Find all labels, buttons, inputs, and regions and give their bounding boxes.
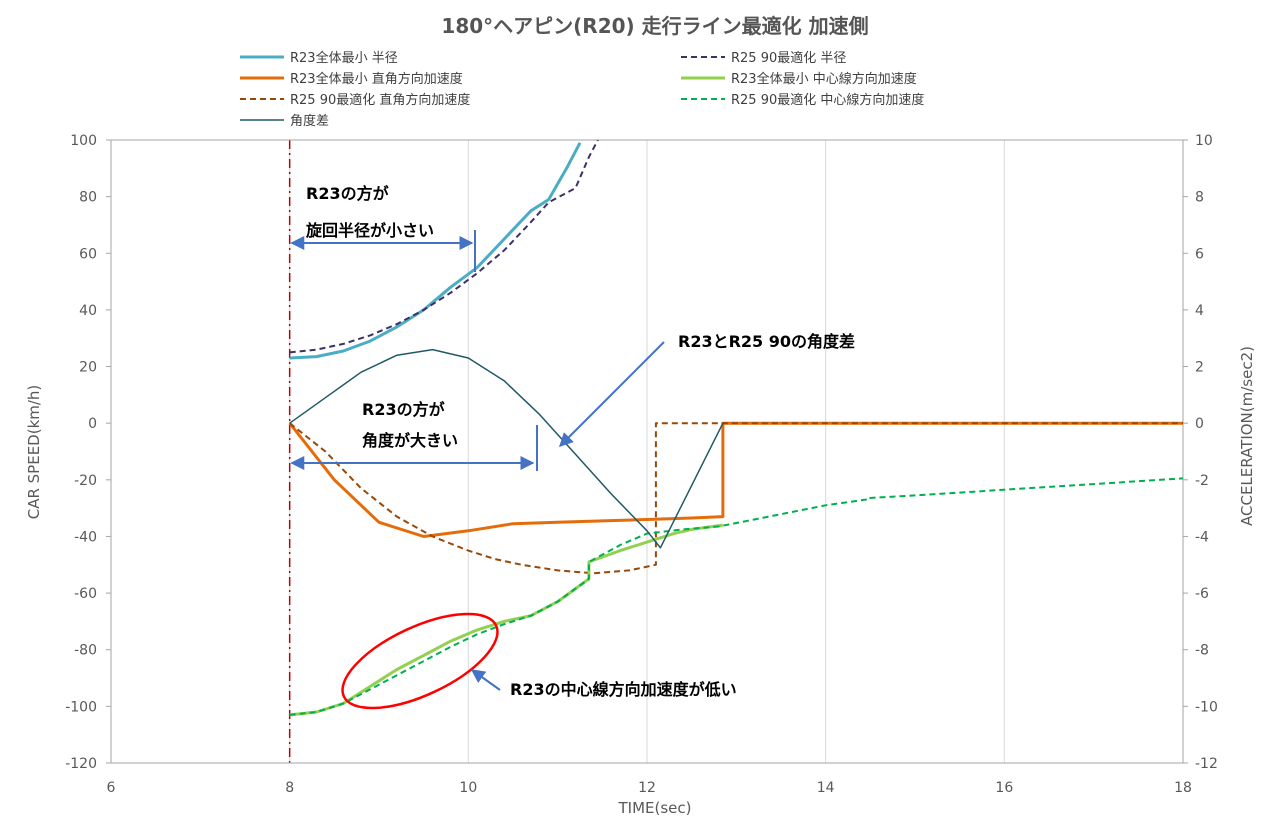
y2-tick-label: -12	[1195, 756, 1218, 772]
x-tick-label: 16	[995, 780, 1013, 796]
annotation-radius-line2: 旋回半径が小さい	[305, 221, 434, 240]
legend-label-2: R23全体最小 直角方向加速度	[290, 71, 463, 87]
x-tick-label: 6	[107, 780, 116, 796]
series-line-6	[289, 348, 724, 549]
x-tick-label: 14	[817, 780, 835, 796]
y2-tick-label: 10	[1195, 133, 1213, 149]
chart-title: 180°ヘアピン(R20) 走行ライン最適化 加速側	[441, 14, 868, 38]
y2-tick-label: -4	[1195, 529, 1209, 545]
legend: R23全体最小 半径 R25 90最適化 半径 R23全体最小 直角方向加速度 R23…	[240, 50, 924, 129]
series-line-4	[289, 523, 724, 717]
y-tick-label: 20	[79, 360, 97, 376]
y2-tick-label: 6	[1195, 246, 1204, 262]
y-tick-label: -100	[65, 699, 97, 715]
y-tick-label: -80	[74, 643, 97, 659]
axes: 6 8 10 12 14 16 18100806040200-20-40-60-80-100…	[65, 133, 1218, 796]
y-axis-title: CAR SPEED(km/h)	[25, 385, 43, 520]
y2-tick-label: -8	[1195, 643, 1209, 659]
y-tick-label: 60	[79, 246, 97, 262]
y2-tick-label: 0	[1195, 416, 1204, 432]
highlight-ellipse	[341, 612, 499, 710]
y-tick-label: -120	[65, 756, 97, 772]
angle-diff-arrow	[559, 341, 665, 447]
plot-area-border	[110, 139, 1184, 764]
x-tick-label: 18	[1174, 780, 1192, 796]
y-tick-label: 100	[70, 133, 97, 149]
y2-tick-label: -6	[1195, 586, 1209, 602]
y2-tick-label: 4	[1195, 303, 1204, 319]
legend-label-4: R23全体最小 中心線方向加速度	[731, 71, 917, 87]
x-axis-title: TIME(sec)	[617, 799, 691, 817]
series-layer	[288, 140, 1183, 717]
annotation-radius-line1: R23の方が	[306, 184, 389, 203]
x-tick-label: 10	[459, 780, 477, 796]
x-tick-label: 8	[285, 780, 294, 796]
y2-tick-label: 2	[1195, 360, 1204, 376]
y-tick-label: 0	[88, 416, 97, 432]
y-tick-label: 80	[79, 190, 97, 206]
y2-axis-title: ACCELERATION(m/sec2)	[1238, 346, 1256, 526]
legend-label-5: R25 90最適化 中心線方向加速度	[731, 92, 924, 108]
y2-tick-label: 8	[1195, 190, 1204, 206]
series-line-0	[289, 142, 582, 360]
y-tick-label: -20	[74, 473, 97, 489]
annotation-angle-line1: R23の方が	[362, 400, 445, 419]
y-tick-label: 40	[79, 303, 97, 319]
annotation-accel: R23の中心線方向加速度が低い	[510, 680, 737, 699]
legend-label-6: 角度差	[290, 113, 329, 129]
legend-label-0: R23全体最小 半径	[290, 50, 398, 66]
y-tick-label: -60	[74, 586, 97, 602]
y-tick-label: -40	[74, 529, 97, 545]
series-line-5	[289, 477, 1183, 716]
y2-tick-label: -10	[1195, 699, 1218, 715]
annotation-angle-diff: R23とR25 90の角度差	[678, 332, 855, 351]
legend-label-3: R25 90最適化 直角方向加速度	[290, 92, 470, 108]
accel-note-arrow	[470, 669, 501, 691]
y2-tick-label: -2	[1195, 473, 1209, 489]
legend-label-1: R25 90最適化 半径	[731, 50, 846, 66]
series-line-2	[288, 421, 1183, 538]
x-tick-label: 12	[638, 780, 656, 796]
annotation-angle-line2: 角度が大きい	[362, 431, 458, 450]
series-line-3	[289, 422, 1183, 575]
series-line-1	[289, 140, 599, 354]
